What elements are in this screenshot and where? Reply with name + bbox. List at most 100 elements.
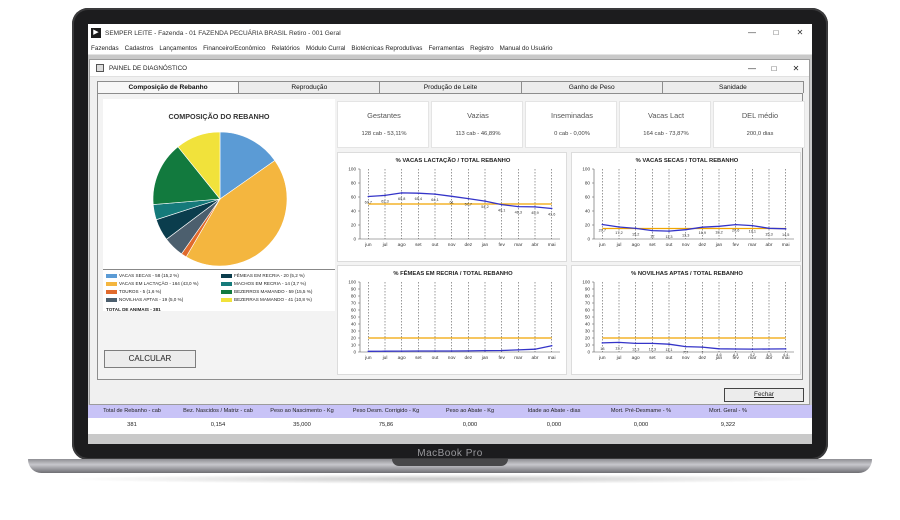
x-tick-label: set <box>649 355 656 361</box>
maximize-button[interactable]: □ <box>773 28 779 37</box>
x-tick-label: nov <box>448 356 456 361</box>
tab-producao-leite[interactable]: Produção de Leite <box>379 81 522 93</box>
dialog-window-buttons: — □ ✕ <box>741 60 807 77</box>
y-tick-label: 0 <box>587 237 590 242</box>
data-label: 7,7 <box>683 351 688 355</box>
data-point <box>450 195 453 198</box>
diagnostic-dialog: PAINEL DE DIAGNÓSTICO — □ ✕ Composição d… <box>89 59 810 405</box>
menu-biotecnicas[interactable]: Biotécnicas Reprodutivas <box>351 44 423 52</box>
menu-modulo-curral[interactable]: Módulo Curral <box>305 44 346 52</box>
app-logo-icon: ▶ <box>91 28 101 38</box>
data-point <box>718 225 720 228</box>
dialog-close-button[interactable]: ✕ <box>792 64 800 73</box>
menu-cadastros[interactable]: Cadastros <box>124 44 154 52</box>
data-point <box>634 227 637 230</box>
y-tick-label: 20 <box>351 336 357 341</box>
x-tick-label: jan <box>481 355 489 361</box>
line-chart: 0 20 40 60 80 100 jun jul ago set out nov dez jan fev m… <box>348 167 560 248</box>
value-series-line <box>602 223 786 232</box>
menu-ferramentas[interactable]: Ferramentas <box>428 44 465 52</box>
x-tick-label: mar <box>748 242 757 248</box>
y-tick-label: 40 <box>351 209 357 214</box>
legend-swatch <box>221 289 232 294</box>
calculate-button[interactable]: CALCULAR <box>104 350 196 368</box>
y-tick-label: 20 <box>585 336 591 341</box>
x-tick-label: ago <box>398 356 406 361</box>
x-tick-label: dez <box>464 242 472 248</box>
y-tick-label: 0 <box>587 350 590 355</box>
data-point <box>467 197 470 200</box>
menu-financeiro[interactable]: Financeiro/Econômico <box>203 44 266 52</box>
footer-header: Peso Desm. Corrigido - Kg <box>352 408 420 414</box>
y-tick-label: 10 <box>351 343 357 348</box>
data-point <box>751 348 754 350</box>
menu-relatorios[interactable]: Relatórios <box>271 44 300 52</box>
x-tick-label: mai <box>782 242 790 248</box>
legend-label: TOUROS - 5 (1,6 %) <box>119 289 162 294</box>
line-chart: 0 10 20 30 40 50 60 70 80 90 100 jun jul ago set out nov… <box>582 280 794 361</box>
data-point <box>684 228 687 231</box>
stat-label: Vazias <box>467 111 489 120</box>
data-label: 12,3 <box>649 347 656 351</box>
stat-card-vazias: Vazias 113 cab - 46,89% <box>431 101 523 148</box>
tab-sanidade[interactable]: Sanidade <box>661 81 805 93</box>
close-button[interactable]: ✕ <box>796 28 804 37</box>
y-tick-label: 100 <box>582 167 590 172</box>
legend-label: FÊMEAS EM RECRIA - 20 (5,2 %) <box>234 273 305 278</box>
tab-ganho-peso[interactable]: Ganho de Peso <box>520 81 663 93</box>
data-point <box>618 226 620 228</box>
x-tick-label: jan <box>481 242 489 248</box>
data-point <box>768 227 770 230</box>
legend-item: VACAS EM LACTAÇÃO - 164 (43,0 %) <box>106 281 198 286</box>
legend-label: VACAS SECAS - 58 (15,2 %) <box>119 273 179 278</box>
legend-label: VACAS EM LACTAÇÃO - 164 (43,0 %) <box>119 281 199 286</box>
composition-card: COMPOSIÇÃO DO REBANHO VACAS SECAS - 58 (… <box>103 99 335 312</box>
menu-manual[interactable]: Manual do Usuário <box>499 44 553 52</box>
y-tick-label: 70 <box>351 301 357 306</box>
laptop-base <box>28 459 872 473</box>
data-point <box>400 350 403 352</box>
y-tick-label: 100 <box>348 167 356 172</box>
x-tick-label: nov <box>682 356 690 361</box>
footer-stats-header: Total de Rebanho - cab Bez. Nascidos / M… <box>88 405 812 418</box>
data-point <box>534 348 536 350</box>
footer-stats-values: 381 0,154 35,000 75,86 0,000 0,000 0,000… <box>88 418 812 434</box>
minimize-button[interactable]: — <box>748 28 756 37</box>
data-label: 4,3 <box>733 353 738 357</box>
footer-header: Bez. Nascidos / Matriz - cab <box>183 408 253 414</box>
data-label: 11,3 <box>665 235 672 239</box>
legend-label: MACHOS EM RECRIA - 14 (3,7 %) <box>234 281 306 286</box>
close-dialog-button[interactable]: Fechar <box>724 388 804 402</box>
y-tick-label: 90 <box>351 287 357 292</box>
x-tick-label: jun <box>598 242 606 248</box>
legend-swatch <box>106 289 117 294</box>
menu-lancamentos[interactable]: Lançamentos <box>159 44 198 52</box>
legend-item: MACHOS EM RECRIA - 14 (3,7 %) <box>221 281 306 286</box>
data-point <box>734 348 737 350</box>
x-tick-label: fev <box>498 242 505 248</box>
data-point <box>618 341 620 344</box>
data-point <box>450 350 453 352</box>
menu-fazendas[interactable]: Fazendas <box>91 44 119 52</box>
y-tick-label: 60 <box>585 195 591 200</box>
dialog-icon <box>96 64 104 72</box>
y-tick-label: 70 <box>585 301 591 306</box>
data-label: 4,4 <box>783 353 788 357</box>
legend-swatch <box>221 281 232 286</box>
x-tick-label: nov <box>682 243 690 248</box>
menu-registro[interactable]: Registro <box>470 44 494 52</box>
chart-title: % VACAS LACTAÇÃO / TOTAL REBANHO <box>395 158 511 164</box>
data-point <box>434 350 436 352</box>
x-tick-label: set <box>415 355 422 361</box>
footer-header: Peso ao Abate - Kg <box>445 408 495 414</box>
value-series-line <box>602 341 786 350</box>
footer-value: 75,86 <box>378 422 394 428</box>
dialog-maximize-button[interactable]: □ <box>771 64 777 73</box>
device-brand: MacBook Pro <box>417 448 483 459</box>
tab-reproducao[interactable]: Reprodução <box>238 81 381 93</box>
chart-vacas-lactacao: % VACAS LACTAÇÃO / TOTAL REBANHO 0 20 40 60… <box>337 152 567 262</box>
dialog-minimize-button[interactable]: — <box>748 64 756 73</box>
laptop-shadow <box>60 474 840 484</box>
y-tick-label: 40 <box>585 209 591 214</box>
data-label: 54,2 <box>481 205 488 209</box>
